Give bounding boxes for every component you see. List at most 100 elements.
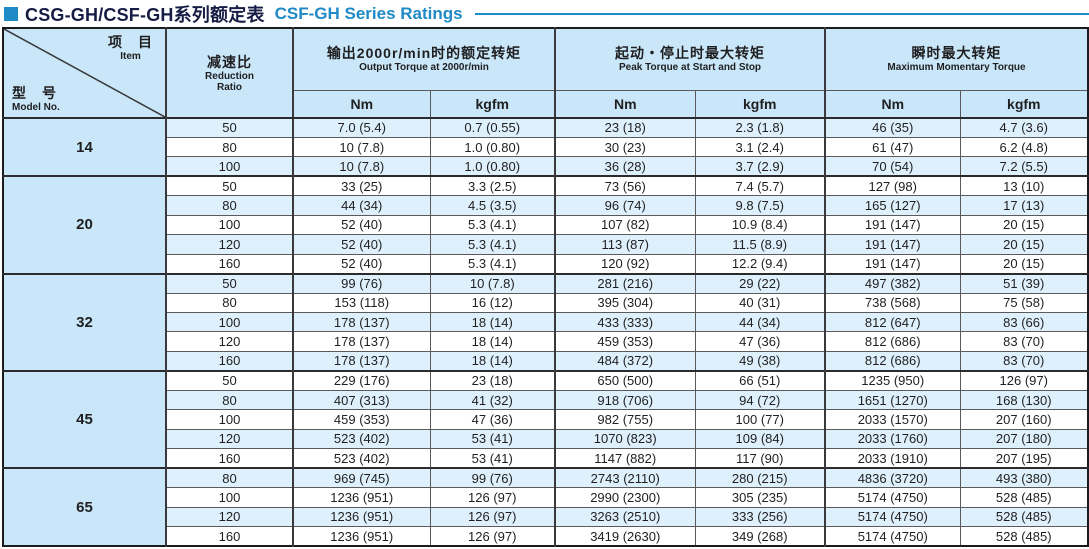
value-cell: 5174 (4750)	[824, 487, 961, 508]
value-cell: 650 (500)	[554, 369, 696, 391]
reduction-ratio-cell: 80	[165, 136, 294, 158]
col-header-reduction-ratio: 减速比 Reduction Ratio	[165, 27, 294, 119]
value-cell: 528 (485)	[959, 526, 1089, 547]
value-cell: 30 (23)	[554, 136, 696, 158]
table-row: 80 10 (7.8) 1.0 (0.80) 30 (23) 3.1 (2.4) 61 (…	[3, 136, 1089, 158]
table-row: 100 178 (137) 18 (14) 433 (333) 44 (34) 812 (…	[3, 312, 1089, 333]
table-row: 45 50 229 (176) 23 (18) 650 (500) 66 (51) 1235…	[2, 369, 1089, 469]
value-cell: 305 (235)	[694, 487, 826, 508]
page-title-en: CSF-GH Series Ratings	[274, 3, 463, 23]
value-cell: 18 (14)	[429, 350, 556, 372]
reduction-ratio-cell: 100	[165, 156, 294, 177]
value-cell: 165 (127)	[824, 195, 961, 216]
reduction-ratio-cell: 80	[165, 195, 294, 216]
value-cell: 2033 (1760)	[824, 428, 961, 450]
value-cell: 2033 (1910)	[824, 448, 961, 469]
value-cell: 126 (97)	[429, 487, 556, 508]
value-cell: 107 (82)	[554, 214, 696, 236]
value-cell: 52 (40)	[292, 253, 431, 275]
table-row: 32 50 99 (76) 10 (7.8) 281 (216) 29 (22) 497 (…	[2, 272, 1089, 372]
value-cell: 407 (313)	[292, 389, 431, 411]
table-row: 80 153 (118) 16 (12) 395 (304) 40 (31) 738 (5…	[3, 292, 1089, 314]
value-cell: 36 (28)	[554, 156, 696, 177]
value-cell: 3263 (2510)	[554, 506, 696, 528]
value-cell: 126 (97)	[959, 369, 1089, 391]
momentary-torque-en: Maximum Momentary Torque	[887, 62, 1026, 74]
table-row: 160 523 (402) 53 (41) 1147 (882) 117 (90) 203…	[3, 448, 1089, 469]
model-label-en: Model No.	[12, 102, 60, 113]
item-label-en: Item	[120, 51, 141, 62]
value-cell: 433 (333)	[554, 312, 696, 333]
value-cell: 23 (18)	[554, 116, 696, 138]
value-cell: 83 (70)	[959, 350, 1089, 372]
value-cell: 49 (38)	[694, 350, 826, 372]
value-cell: 18 (14)	[429, 312, 556, 333]
value-cell: 127 (98)	[824, 175, 961, 197]
table-row: 160 178 (137) 18 (14) 484 (372) 49 (38) 812 (…	[3, 350, 1089, 372]
value-cell: 1070 (823)	[554, 428, 696, 450]
value-cell: 61 (47)	[824, 136, 961, 158]
value-cell: 12.2 (9.4)	[694, 253, 826, 275]
reduction-ratio-cell: 120	[165, 506, 294, 528]
reduction-ratio-cell: 100	[165, 312, 294, 333]
value-cell: 4.5 (3.5)	[429, 195, 556, 216]
value-cell: 459 (353)	[292, 409, 431, 430]
reduction-ratio-cell: 160	[165, 448, 294, 469]
model-no-cell: 65	[2, 467, 167, 547]
value-cell: 738 (568)	[824, 292, 961, 314]
value-cell: 20 (15)	[959, 234, 1089, 255]
value-cell: 812 (647)	[824, 312, 961, 333]
reduction-ratio-cell: 50	[165, 175, 294, 197]
title-rule	[474, 12, 1089, 15]
model-no-cell: 32	[2, 272, 167, 372]
value-cell: 2.3 (1.8)	[694, 116, 826, 138]
model-header: 型 号 Model No.	[12, 85, 60, 113]
item-label-zh: 项 目	[108, 34, 153, 50]
value-cell: 47 (36)	[694, 331, 826, 352]
value-cell: 3.7 (2.9)	[694, 156, 826, 177]
value-cell: 229 (176)	[292, 369, 431, 391]
value-cell: 46 (35)	[824, 116, 961, 138]
value-cell: 1.0 (0.80)	[429, 156, 556, 177]
value-cell: 29 (22)	[694, 272, 826, 294]
value-cell: 83 (70)	[959, 331, 1089, 352]
value-cell: 117 (90)	[694, 448, 826, 469]
corner-header-cell: 项 目 Item 型 号 Model No.	[2, 27, 167, 119]
value-cell: 280 (215)	[694, 467, 826, 489]
value-cell: 66 (51)	[694, 369, 826, 391]
value-cell: 528 (485)	[959, 487, 1089, 508]
reduction-ratio-cell: 120	[165, 331, 294, 352]
value-cell: 33 (25)	[292, 175, 431, 197]
table-row: 80 407 (313) 41 (32) 918 (706) 94 (72) 1651 (…	[3, 389, 1089, 411]
value-cell: 52 (40)	[292, 214, 431, 236]
reduction-ratio-cell: 160	[165, 350, 294, 372]
value-cell: 109 (84)	[694, 428, 826, 450]
value-cell: 528 (485)	[959, 506, 1089, 528]
value-cell: 3.1 (2.4)	[694, 136, 826, 158]
value-cell: 191 (147)	[824, 234, 961, 255]
value-cell: 207 (160)	[959, 409, 1089, 430]
value-cell: 126 (97)	[429, 526, 556, 547]
value-cell: 3419 (2630)	[554, 526, 696, 547]
value-cell: 493 (380)	[959, 467, 1089, 489]
table-row: 100 459 (353) 47 (36) 982 (755) 100 (77) 2033…	[3, 409, 1089, 430]
value-cell: 982 (755)	[554, 409, 696, 430]
value-cell: 1236 (951)	[292, 526, 431, 547]
value-cell: 53 (41)	[429, 448, 556, 469]
value-cell: 497 (382)	[824, 272, 961, 294]
value-cell: 44 (34)	[694, 312, 826, 333]
value-cell: 812 (686)	[824, 331, 961, 352]
value-cell: 16 (12)	[429, 292, 556, 314]
value-cell: 153 (118)	[292, 292, 431, 314]
value-cell: 40 (31)	[694, 292, 826, 314]
value-cell: 0.7 (0.55)	[429, 116, 556, 138]
value-cell: 207 (195)	[959, 448, 1089, 469]
model-label-zh: 型 号	[12, 85, 57, 101]
value-cell: 2033 (1570)	[824, 409, 961, 430]
ratings-table: 项 目 Item 型 号 Model No. 减速比 Reduction Rat…	[2, 27, 1089, 547]
value-cell: 2743 (2110)	[554, 467, 696, 489]
value-cell: 1.0 (0.80)	[429, 136, 556, 158]
unit-header-peak-nm: Nm	[554, 89, 696, 119]
reduction-ratio-cell: 120	[165, 428, 294, 450]
table-row: 100 1236 (951) 126 (97) 2990 (2300) 305 (235…	[3, 487, 1089, 508]
